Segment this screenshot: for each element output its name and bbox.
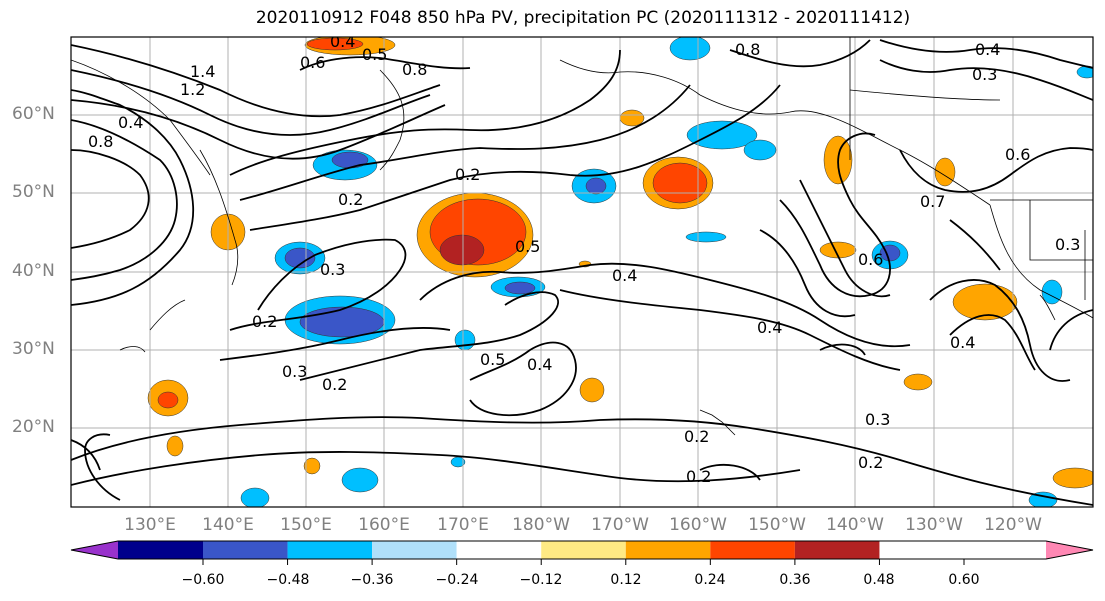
lon-label: 170°W: [591, 515, 649, 535]
colorbar-box: [118, 541, 203, 559]
pv-contours: [71, 39, 1093, 506]
lon-label: 130°E: [124, 515, 176, 535]
contour-label: 0.7: [920, 192, 945, 211]
contour-label: 0.3: [1055, 235, 1080, 254]
colorbar-tick-label: −0.12: [519, 572, 563, 588]
contour-label: 0.2: [322, 375, 347, 394]
colorbar-tick-label: −0.24: [435, 572, 479, 588]
colorbar-tick-label: 0.12: [610, 572, 642, 588]
contour-label: 0.2: [455, 165, 480, 184]
colorbar-box: [794, 541, 880, 559]
colorbar-box: [710, 541, 795, 559]
colorbar-tick-label: −0.48: [266, 572, 310, 588]
contour-label: 0.2: [686, 467, 711, 486]
colorbar-tick-label: 0.60: [948, 572, 980, 588]
lon-label: 170°E: [437, 515, 489, 535]
contour-label: 0.3: [320, 260, 345, 279]
lat-label: 50°N: [12, 182, 55, 202]
lat-label: 40°N: [12, 261, 55, 281]
colorbar: [70, 540, 1094, 565]
colorbar-extend-high: [1046, 541, 1093, 559]
colorbar-outline: [70, 540, 1094, 560]
lon-label: 160°W: [669, 515, 727, 535]
lon-label: 130°W: [905, 515, 963, 535]
lon-label: 150°W: [748, 515, 806, 535]
colorbar-boxes: [118, 541, 880, 559]
precip-shading: [147, 37, 1093, 507]
lon-label: 140°E: [202, 515, 254, 535]
colorbar-box: [372, 541, 457, 559]
colorbar-tick-label: −0.36: [350, 572, 394, 588]
colorbar-ticks: [202, 559, 965, 565]
colorbar-tick-label: 0.24: [694, 572, 726, 588]
contour-label: 0.4: [757, 318, 782, 337]
contour-labels: 0.4 0.5 0.8 0.6 1.4 1.2 0.8 0.4 0.2 0.2 …: [88, 32, 1080, 486]
lat-label: 20°N: [12, 417, 55, 437]
contour-label: 0.5: [480, 350, 505, 369]
colorbar-box: [541, 541, 626, 559]
colorbar-box: [287, 541, 373, 559]
contour-label: 0.8: [402, 60, 427, 79]
contour-label: 0.3: [972, 65, 997, 84]
map-title: 2020110912 F048 850 hPa PV, precipitatio…: [255, 8, 911, 28]
lon-label: 160°E: [358, 515, 410, 535]
lat-label: 30°N: [12, 339, 55, 359]
contour-label: 0.4: [330, 32, 355, 51]
contour-label: 0.4: [527, 355, 552, 374]
colorbar-extend-low: [71, 541, 118, 559]
map-plot-area: 0.4 0.5 0.8 0.6 1.4 1.2 0.8 0.4 0.2 0.2 …: [71, 32, 1093, 507]
contour-label: 0.5: [362, 45, 387, 64]
colorbar-box: [456, 541, 542, 559]
colorbar-tick-label: 0.36: [779, 572, 811, 588]
colorbar-box: [203, 541, 288, 559]
colorbar-box: [625, 541, 711, 559]
contour-label: 0.8: [88, 132, 113, 151]
contour-label: 0.2: [252, 312, 277, 331]
contour-label: 0.5: [515, 237, 540, 256]
contour-label: 0.4: [118, 113, 143, 132]
contour-label: 1.2: [180, 80, 205, 99]
contour-label: 0.4: [612, 266, 637, 285]
lon-label: 180°W: [512, 515, 570, 535]
contour-label: 0.4: [950, 333, 975, 352]
contour-label: 0.4: [975, 40, 1000, 59]
contour-label: 0.2: [858, 453, 883, 472]
colorbar-tick-label: 0.48: [863, 572, 895, 588]
colorbar-tick-label: −0.60: [181, 572, 225, 588]
lon-label: 140°W: [826, 515, 884, 535]
contour-label: 0.6: [300, 53, 325, 72]
contour-label: 0.6: [1005, 145, 1030, 164]
contour-label: 0.6: [858, 250, 883, 269]
contour-label: 0.3: [282, 362, 307, 381]
graticule: [71, 37, 1093, 507]
contour-label: 0.8: [735, 40, 760, 59]
lon-label: 150°E: [280, 515, 332, 535]
lon-label: 120°W: [984, 515, 1042, 535]
contour-label: 0.3: [865, 410, 890, 429]
contour-label: 0.2: [684, 427, 709, 446]
coastlines: [71, 37, 1093, 436]
map-frame: [70, 36, 1094, 508]
lat-label: 60°N: [12, 104, 55, 124]
contour-label: 0.2: [338, 190, 363, 209]
contour-label: 1.4: [190, 62, 215, 81]
